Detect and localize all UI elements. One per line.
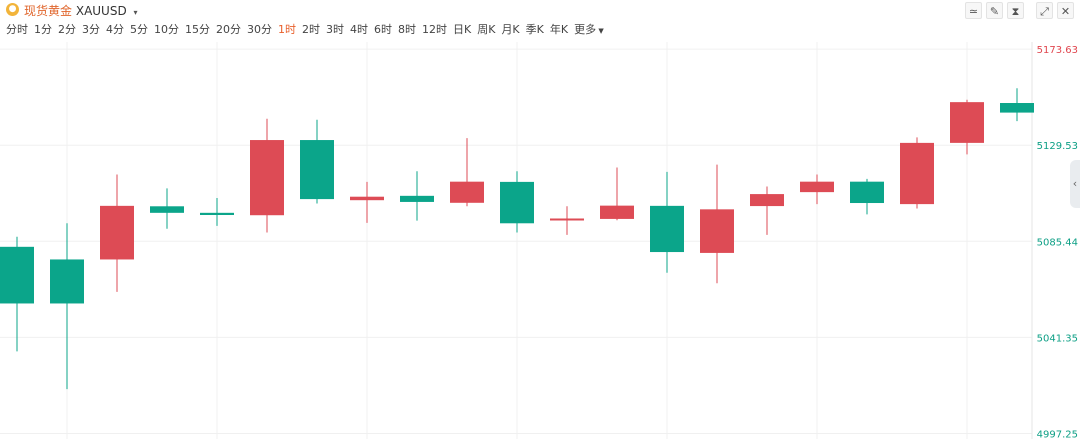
candle-body	[1000, 103, 1034, 113]
period-tab[interactable]: 20分	[210, 21, 241, 37]
candle-body	[500, 181, 534, 224]
chevron-down-icon: ▼	[596, 27, 604, 35]
period-tab-label: 月K	[501, 23, 520, 36]
gold-coin-icon: ●	[6, 3, 19, 16]
period-tab-label: 15分	[185, 23, 210, 36]
symbol-selector[interactable]: 现货黄金 XAUUSD ▾	[24, 2, 138, 19]
candle-body	[150, 206, 184, 213]
symbol-code: XAUUSD	[75, 4, 127, 18]
close-icon[interactable]: ✕	[1057, 2, 1074, 19]
period-tab-label: 更多	[574, 23, 597, 36]
draw-icon[interactable]: ✎	[986, 2, 1003, 19]
period-tab-label: 分时	[6, 23, 28, 36]
period-tab[interactable]: 8时	[392, 21, 416, 37]
period-tab-label: 1时	[278, 23, 296, 36]
period-tab[interactable]: 1分	[28, 21, 52, 37]
candle-body	[750, 194, 784, 207]
candle-body	[50, 259, 84, 304]
period-tab[interactable]: 日K	[447, 21, 471, 37]
chevron-down-icon: ▾	[133, 8, 138, 17]
period-tab-label: 2时	[302, 23, 320, 36]
period-tab[interactable]: 4时	[344, 21, 368, 37]
period-tab-label: 20分	[216, 23, 241, 36]
period-tab-label: 30分	[247, 23, 272, 36]
period-tab-label: 10分	[154, 23, 179, 36]
candle-body	[600, 205, 634, 219]
period-tab-label: 1分	[34, 23, 52, 36]
y-axis-tick-label: 5173.63	[1037, 45, 1078, 56]
y-axis-tick-label: 4997.25	[1037, 429, 1078, 439]
period-tab-label: 5分	[130, 23, 148, 36]
period-tab[interactable]: 3时	[320, 21, 344, 37]
y-axis-tick-label: 5129.53	[1037, 141, 1078, 152]
indicator-icon[interactable]: ⧗	[1007, 2, 1024, 19]
period-tab[interactable]: 更多 ▼	[568, 21, 604, 37]
y-axis-tick-label: 5041.35	[1037, 333, 1078, 344]
y-axis-tick-label: 5085.44	[1037, 237, 1078, 248]
period-tab-label: 6时	[374, 23, 392, 36]
candlestick-chart[interactable]: 5173.63 5129.53 5085.44 5041.35 4997.25	[0, 42, 1080, 439]
candle-body	[850, 181, 884, 204]
chart-toolbar: ≃ ✎ ⧗ ⤢ ✕	[965, 2, 1074, 19]
period-tab[interactable]: 5分	[124, 21, 148, 37]
period-tab[interactable]: 4分	[100, 21, 124, 37]
candle-body	[450, 181, 484, 203]
period-tab-label: 2分	[58, 23, 76, 36]
period-tab-label: 4分	[106, 23, 124, 36]
candle-body	[200, 212, 234, 216]
period-tab[interactable]: 30分	[241, 21, 272, 37]
period-tab[interactable]: 月K	[495, 21, 519, 37]
symbol-name-cn: 现货黄金	[24, 4, 73, 18]
candle-body	[550, 218, 584, 221]
chart-style-icon[interactable]: ≃	[965, 2, 982, 19]
period-tab[interactable]: 分时	[0, 21, 28, 37]
candle-body	[250, 140, 284, 216]
period-tab[interactable]: 2分	[52, 21, 76, 37]
candle-body	[950, 102, 984, 143]
period-tabs: 分时 1分 2分 3分 4分 5分 10分 15分 20分 30分 1时 2时 3时 4时 6时 8时 12时日…	[0, 20, 604, 38]
candle-body	[400, 195, 434, 202]
period-tab[interactable]: 周K	[471, 21, 495, 37]
period-tab-label: 季K	[525, 23, 544, 36]
period-tab-label: 3时	[326, 23, 344, 36]
period-tab-label: 日K	[453, 23, 472, 36]
period-tab-label: 4时	[350, 23, 368, 36]
period-tab[interactable]: 季K	[520, 21, 544, 37]
fullscreen-icon[interactable]: ⤢	[1036, 2, 1053, 19]
period-tab-label: 8时	[398, 23, 416, 36]
period-tab-label: 周K	[477, 23, 496, 36]
period-tab[interactable]: 年K	[544, 21, 568, 37]
period-tab-label: 12时	[422, 23, 447, 36]
candle-body	[700, 209, 734, 253]
chevron-left-icon: ‹	[1072, 177, 1078, 190]
period-tab[interactable]: 6时	[368, 21, 392, 37]
candle-body	[100, 205, 134, 260]
period-tab-label: 年K	[549, 23, 569, 36]
title-bar: ● 现货黄金 XAUUSD ▾ ≃ ✎ ⧗ ⤢ ✕	[0, 0, 1080, 20]
period-tab[interactable]: 12时	[416, 21, 447, 37]
candle-body	[650, 205, 684, 253]
candle-body	[900, 142, 934, 205]
period-tab[interactable]: 2时	[296, 21, 320, 37]
candle-body	[300, 140, 334, 200]
period-tab-label: 3分	[82, 23, 100, 36]
candle-body	[0, 246, 34, 304]
panel-expand-handle[interactable]: ‹	[1070, 160, 1080, 208]
period-tab[interactable]: 1时	[272, 21, 296, 37]
period-tab[interactable]: 15分	[179, 21, 210, 37]
candle-body	[800, 181, 834, 193]
period-tab[interactable]: 3分	[76, 21, 100, 37]
candle-body	[350, 196, 384, 201]
period-tab[interactable]: 10分	[148, 21, 179, 37]
